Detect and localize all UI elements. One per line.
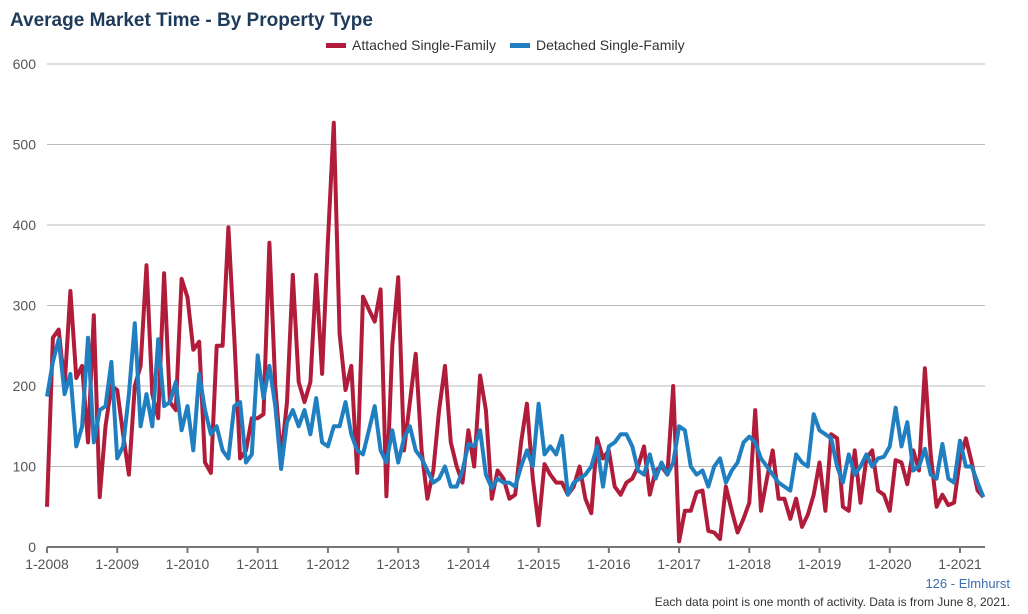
y-tick-label: 200 [13, 378, 37, 394]
y-tick-label: 600 [13, 56, 37, 72]
legend-item-detached[interactable]: Detached Single-Family [509, 37, 685, 53]
x-tick-label: 1-2008 [25, 556, 69, 572]
x-tick-label: 1-2015 [517, 556, 561, 572]
x-tick-label: 1-2014 [447, 556, 491, 572]
legend-label: Detached Single-Family [535, 37, 685, 53]
x-tick-label: 1-2020 [868, 556, 912, 572]
y-tick-label: 400 [13, 217, 37, 233]
legend-label: Attached Single-Family [352, 37, 496, 53]
y-tick-label: 0 [28, 539, 36, 555]
x-tick-label: 1-2017 [657, 556, 701, 572]
x-tick-label: 1-2010 [166, 556, 210, 572]
legend-item-attached[interactable]: Attached Single-Family [326, 37, 496, 53]
series-line-attached [45, 120, 985, 544]
legend-swatch [509, 42, 530, 48]
y-tick-label: 300 [13, 298, 37, 314]
area-label: 126 - Elmhurst [925, 576, 1010, 591]
x-tick-label: 1-2012 [306, 556, 350, 572]
x-tick-label: 1-2018 [728, 556, 772, 572]
y-tick-label: 100 [13, 459, 37, 475]
footer-note: Each data point is one month of activity… [654, 595, 1010, 609]
x-tick-label: 1-2019 [798, 556, 842, 572]
x-tick-label: 1-2011 [236, 556, 279, 572]
series-line-detached [45, 321, 986, 498]
x-tick-label: 1-2013 [376, 556, 420, 572]
x-tick-label: 1-2009 [95, 556, 139, 572]
legend: Attached Single-Family Detached Single-F… [326, 37, 685, 53]
x-tick-label: 1-2016 [587, 556, 631, 572]
legend-swatch [326, 42, 346, 48]
x-tick-label: 1-2021 [938, 556, 982, 572]
y-tick-label: 500 [13, 137, 37, 153]
chart-title: Average Market Time - By Property Type [10, 10, 373, 31]
